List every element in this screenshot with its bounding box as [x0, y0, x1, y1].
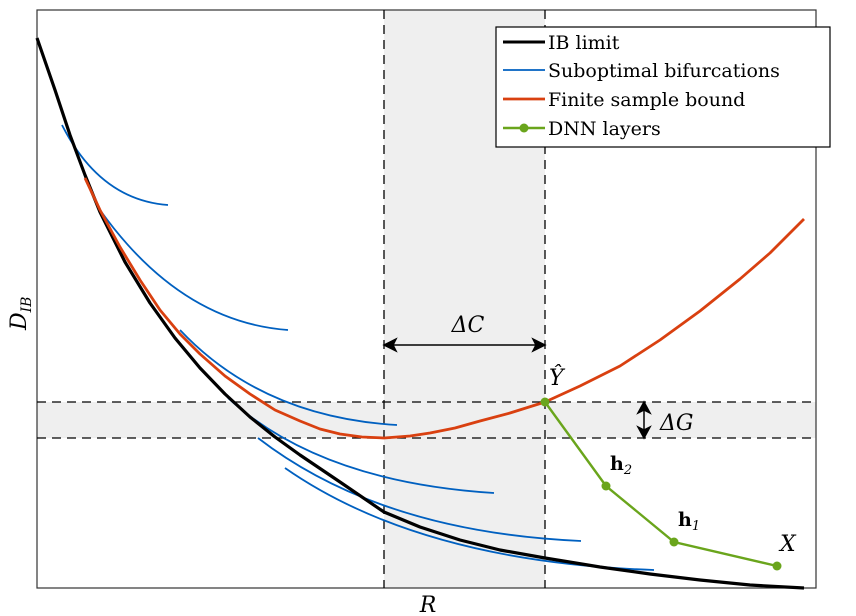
- y-hat-label: Ŷ: [549, 364, 566, 391]
- delta-g-arrow: [636, 400, 652, 440]
- h1-label: h1: [678, 509, 700, 534]
- bifurcation-curve: [179, 329, 398, 426]
- delta-c-arrow: [382, 337, 547, 353]
- legend-item-ib: IB limit: [548, 32, 620, 54]
- dnn-point-h1: [669, 537, 679, 547]
- h2-label: h2: [610, 453, 632, 478]
- finite-sample-bound-curve: [83, 177, 805, 440]
- legend-item-bifurcation: Suboptimal bifurcations: [548, 60, 780, 82]
- delta-c-label: ΔC: [451, 313, 485, 338]
- dnn-layers-line: [544, 401, 778, 568]
- bifurcation-curve: [61, 124, 169, 206]
- plot-frame: [36, 9, 817, 589]
- dnn-point-y-hat: [540, 397, 550, 407]
- bifurcation-curve: [257, 437, 582, 542]
- legend-item-dnn: DNN layers: [548, 118, 661, 140]
- x-label: X: [778, 532, 797, 557]
- y-axis-label: DIB: [7, 297, 35, 331]
- horizontal-gap-band: [37, 402, 816, 438]
- x-axis-label: R: [419, 593, 437, 616]
- dnn-point-h2: [601, 481, 611, 491]
- delta-g-label: ΔG: [659, 411, 693, 436]
- legend-marker-dnn: [519, 123, 529, 133]
- legend-item-bound: Finite sample bound: [548, 89, 745, 111]
- legend: IB limit Suboptimal bifurcations Finite …: [495, 26, 831, 148]
- bifurcation-curve: [99, 209, 289, 331]
- dnn-point-x: [772, 561, 782, 571]
